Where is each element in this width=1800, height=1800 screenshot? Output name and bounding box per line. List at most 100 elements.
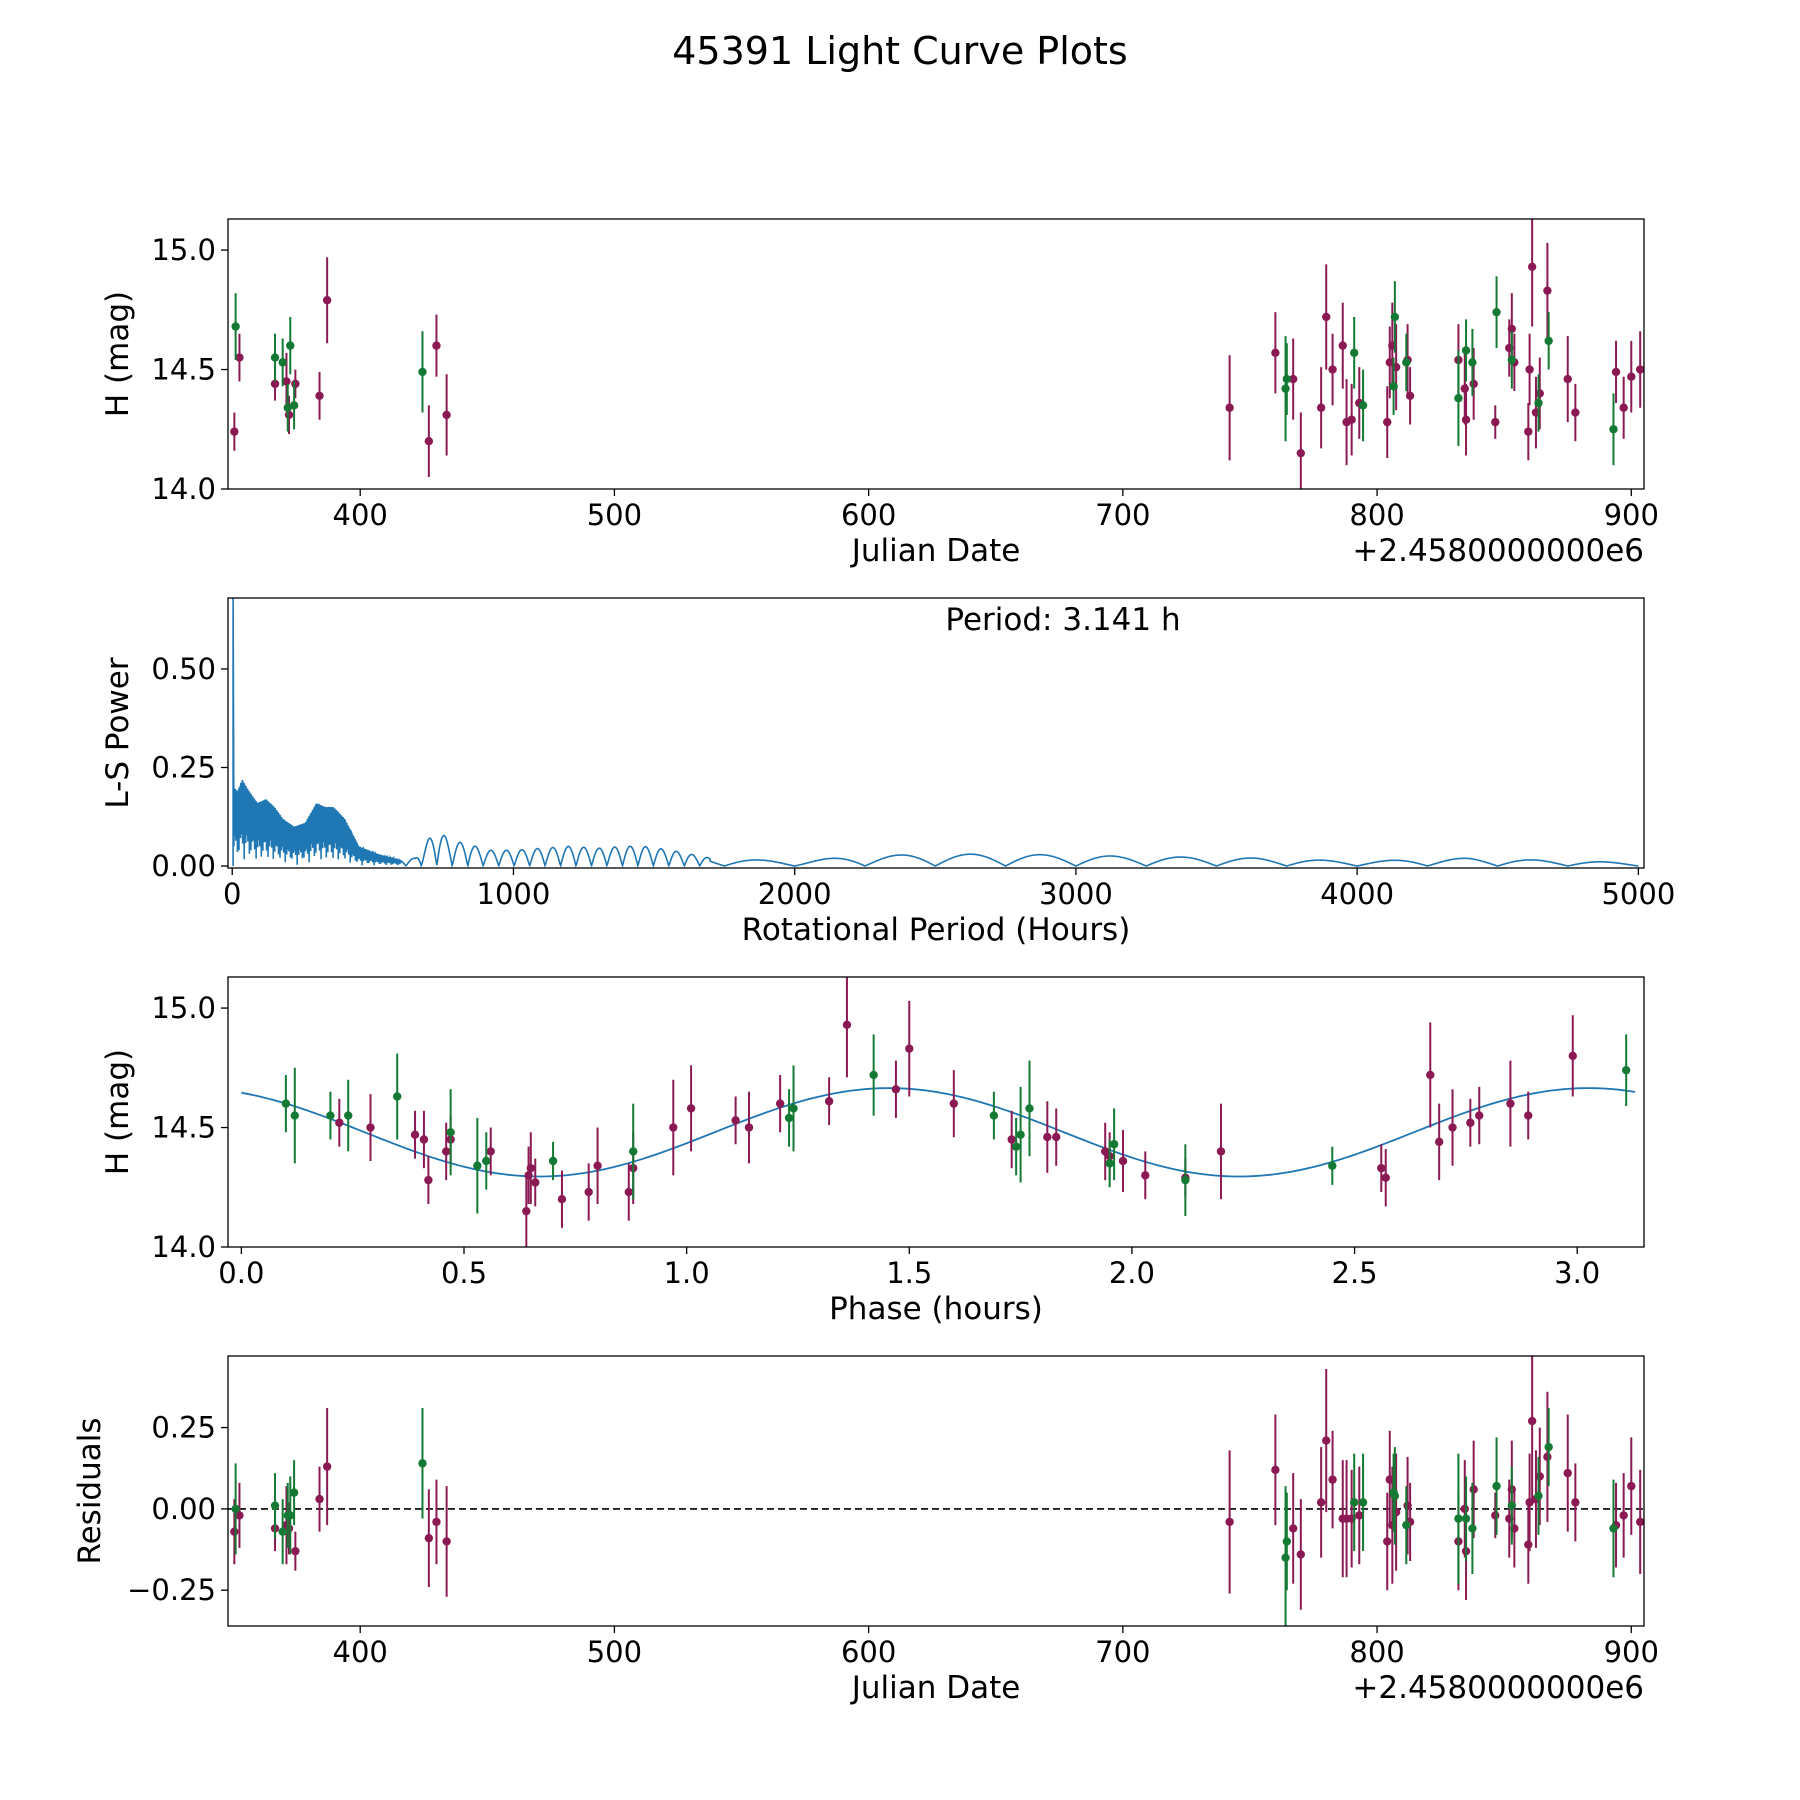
x-tick-label: 500 bbox=[587, 1635, 642, 1669]
data-point bbox=[1543, 286, 1552, 295]
data-point bbox=[1609, 1524, 1618, 1533]
data-point bbox=[1534, 1491, 1543, 1501]
periodogram-line bbox=[232, 598, 1639, 868]
data-point bbox=[824, 1097, 834, 1106]
data-point bbox=[290, 1111, 299, 1120]
y-tick-label: 0.00 bbox=[151, 849, 216, 883]
data-point bbox=[1322, 312, 1331, 322]
data-point bbox=[1635, 365, 1644, 374]
data-point bbox=[1571, 1498, 1580, 1507]
data-point bbox=[1627, 1481, 1636, 1491]
data-point bbox=[344, 1111, 353, 1120]
data-point bbox=[789, 1104, 798, 1113]
data-point bbox=[1534, 398, 1543, 408]
data-point bbox=[366, 1123, 375, 1132]
data-point bbox=[486, 1147, 495, 1156]
periodogram-plot-area bbox=[232, 598, 1639, 868]
data-point bbox=[1105, 1159, 1114, 1168]
panel-phased: 0.0 0.5 1.0 1.5 2.0 2.5 3.0 14.0 14.5 15.0 Phase (… bbox=[100, 976, 1645, 1327]
data-point bbox=[410, 1130, 420, 1139]
data-point bbox=[231, 1504, 240, 1514]
data-point bbox=[1216, 1147, 1226, 1156]
data-point bbox=[335, 1118, 344, 1127]
data-point bbox=[424, 437, 434, 446]
panel-periodogram: 0 1000 2000 3000 4000 5000 0.00 0.25 0.50 Rotatio… bbox=[100, 597, 1675, 948]
data-point bbox=[230, 427, 239, 436]
periodogram-axes-frame bbox=[227, 597, 1645, 869]
data-point bbox=[322, 1462, 332, 1471]
data-point bbox=[526, 1163, 535, 1173]
data-point bbox=[231, 322, 240, 331]
x-tick-label: 0 bbox=[223, 877, 241, 911]
data-point bbox=[291, 1546, 300, 1556]
x-tick-label: 900 bbox=[1604, 1635, 1659, 1669]
data-point bbox=[1568, 1051, 1577, 1061]
data-point bbox=[891, 1085, 901, 1094]
data-point bbox=[235, 353, 244, 362]
data-point bbox=[629, 1147, 638, 1156]
data-point bbox=[1619, 1511, 1628, 1520]
data-point bbox=[1225, 403, 1234, 412]
y-axis-label: L-S Power bbox=[100, 657, 136, 808]
data-point bbox=[1109, 1140, 1119, 1149]
data-point bbox=[424, 1533, 434, 1543]
data-point bbox=[1141, 1171, 1150, 1180]
data-point bbox=[1460, 384, 1469, 393]
data-point bbox=[1288, 374, 1298, 384]
raw-plot-area bbox=[230, 219, 1644, 489]
data-point bbox=[473, 1161, 482, 1170]
data-point bbox=[432, 341, 441, 350]
data-point bbox=[1349, 348, 1359, 358]
residuals-series-r bbox=[230, 1356, 1644, 1610]
data-point bbox=[270, 1501, 280, 1510]
x-offset-label: +2.4580000000e6 bbox=[1352, 1670, 1644, 1706]
x-tick-label: 2000 bbox=[758, 877, 832, 911]
x-axis-label: Julian Date bbox=[850, 533, 1021, 569]
y-tick-label: 0.25 bbox=[151, 1411, 216, 1445]
data-point bbox=[1460, 1504, 1469, 1514]
x-axis-label: Rotational Period (Hours) bbox=[742, 912, 1131, 948]
data-point bbox=[1454, 1514, 1463, 1523]
data-point bbox=[1571, 408, 1580, 417]
data-point bbox=[1461, 346, 1471, 355]
data-point bbox=[1011, 1142, 1021, 1151]
data-point bbox=[270, 379, 280, 389]
data-point bbox=[1328, 365, 1337, 374]
data-point bbox=[1358, 1498, 1368, 1507]
data-point bbox=[278, 1527, 287, 1536]
x-tick-label: 800 bbox=[1349, 498, 1404, 532]
y-tick-label: 15.0 bbox=[151, 233, 216, 267]
y-tick-label: 0.00 bbox=[151, 1492, 216, 1526]
data-point bbox=[1390, 312, 1400, 322]
data-point bbox=[286, 341, 295, 350]
y-tick-label: 0.25 bbox=[151, 750, 216, 784]
data-point bbox=[905, 1044, 914, 1053]
data-point bbox=[281, 1099, 291, 1108]
chart-panels: 400 500 600 700 800 900 14.0 14.5 15.0 Julian Dat… bbox=[72, 218, 1675, 1706]
data-point bbox=[1383, 417, 1392, 427]
data-point bbox=[1524, 427, 1533, 436]
data-point bbox=[1043, 1132, 1052, 1142]
data-point bbox=[1507, 324, 1517, 334]
data-point bbox=[418, 367, 427, 377]
data-point bbox=[432, 1517, 441, 1527]
data-point bbox=[1611, 367, 1621, 377]
x-tick-label: 5000 bbox=[1601, 877, 1675, 911]
residuals-series-g bbox=[231, 1408, 1618, 1626]
x-tick-label: 800 bbox=[1349, 1635, 1404, 1669]
data-point bbox=[1282, 374, 1292, 384]
data-point bbox=[1225, 1517, 1234, 1527]
data-point bbox=[1377, 1163, 1386, 1173]
data-point bbox=[1007, 1135, 1016, 1144]
phased-series-r bbox=[335, 977, 1577, 1247]
residuals-plot-area bbox=[228, 1356, 1644, 1626]
x-tick-label: 1.0 bbox=[664, 1256, 710, 1290]
data-point bbox=[1281, 1553, 1290, 1562]
data-point bbox=[441, 1147, 451, 1156]
x-tick-label: 0.5 bbox=[441, 1256, 487, 1290]
data-point bbox=[1118, 1156, 1128, 1166]
data-point bbox=[686, 1104, 696, 1113]
data-point bbox=[1434, 1137, 1444, 1147]
data-point bbox=[1563, 374, 1572, 384]
data-point bbox=[1535, 1472, 1544, 1481]
